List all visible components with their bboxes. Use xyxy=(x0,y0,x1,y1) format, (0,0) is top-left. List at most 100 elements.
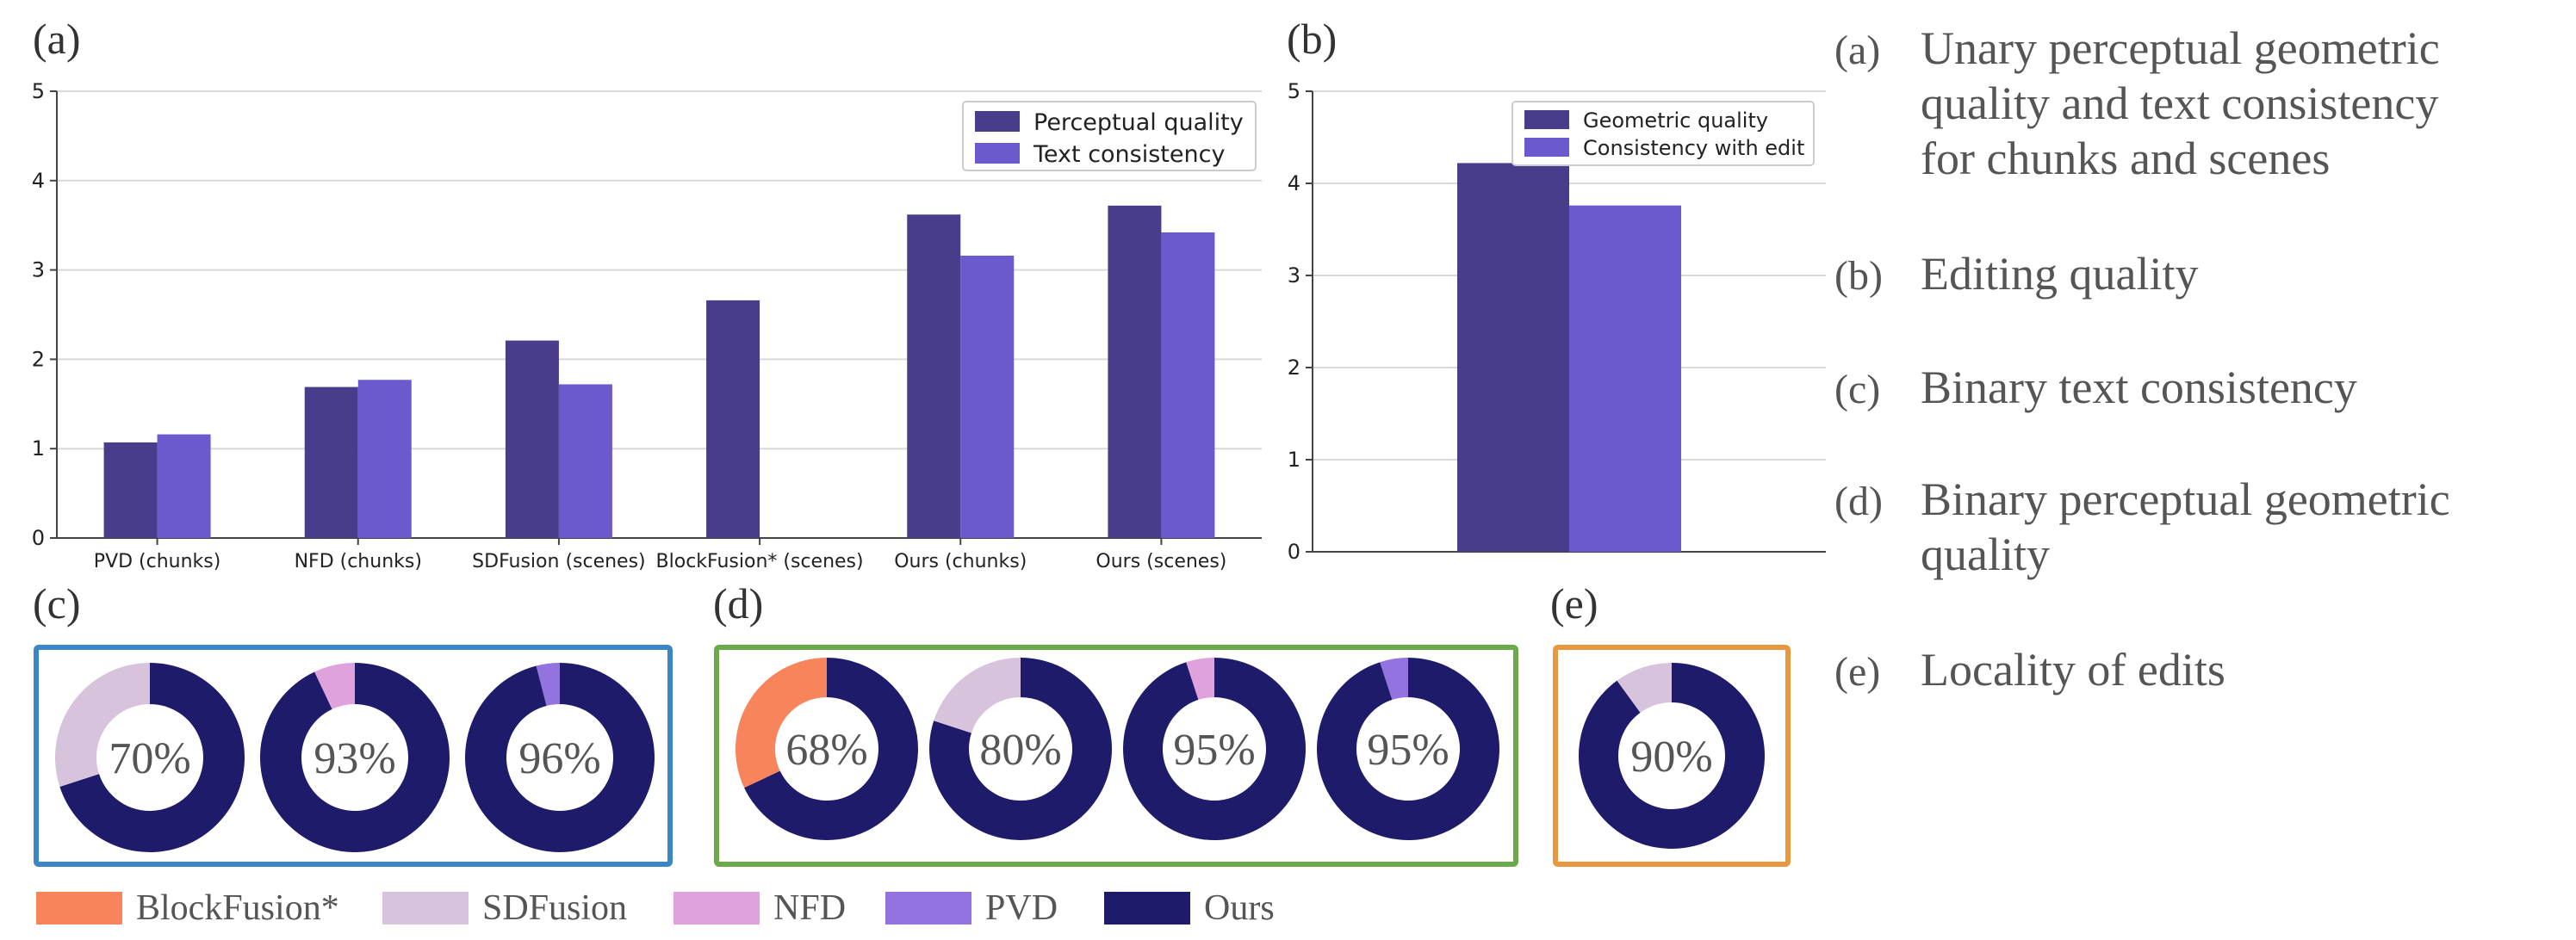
caption-text: quality xyxy=(1921,529,2050,580)
bar-text-consistency xyxy=(157,434,211,538)
caption-key: (c) xyxy=(1834,367,1880,412)
donut-slice-nfd xyxy=(314,663,355,709)
legend-label: Perceptual quality xyxy=(1034,109,1244,136)
y-tick-label: 0 xyxy=(1288,540,1300,564)
y-tick-label: 2 xyxy=(32,347,45,371)
panel-label-d: (d) xyxy=(713,579,763,628)
legend-label: BlockFusion* xyxy=(136,888,339,928)
legend-swatch-sdfusion xyxy=(382,892,469,925)
donut-slice-blockfusion- xyxy=(735,658,827,788)
donut-percent-label: 68% xyxy=(785,726,867,775)
bottom-legend: BlockFusion* SDFusion NFD PVD Ours xyxy=(36,888,1275,928)
caption-text: Locality of edits xyxy=(1921,644,2225,696)
panel-label-a: (a) xyxy=(33,15,81,63)
donut-panel-c: (c) 70% 93% 96% xyxy=(33,579,673,867)
legend-swatch xyxy=(1524,110,1569,129)
legend-swatch-ours xyxy=(1104,892,1190,925)
x-tick-label: SDFusion (scenes) xyxy=(472,551,645,572)
donut-slice-ours xyxy=(1317,658,1499,841)
bar-perceptual-quality xyxy=(304,387,358,538)
caption-text: Binary text consistency xyxy=(1921,362,2357,413)
y-tick-label: 4 xyxy=(1288,171,1300,195)
donut-slice-pvd xyxy=(536,663,560,706)
donut-percent-label: 96% xyxy=(518,734,600,783)
legend-label: NFD xyxy=(773,888,846,928)
legend-swatch-pvd xyxy=(885,892,971,925)
panel-frame-d xyxy=(714,645,1518,867)
y-tick-label: 3 xyxy=(1288,263,1300,288)
legend-label: Consistency with edit xyxy=(1583,136,1804,160)
legend-box xyxy=(1511,101,1815,166)
panel-label-e: (e) xyxy=(1550,579,1598,628)
donut-slice-sdfusion xyxy=(54,663,150,787)
panel-label-b: (b) xyxy=(1287,15,1337,63)
legend-label: PVD xyxy=(985,888,1058,928)
legend-label: Text consistency xyxy=(1033,141,1225,168)
y-tick-label: 0 xyxy=(32,526,45,550)
donut-slice-sdfusion xyxy=(1617,663,1672,713)
panel-frame-e xyxy=(1553,645,1791,867)
caption-text: Unary perceptual geometric xyxy=(1921,22,2440,74)
donut-slice-ours xyxy=(744,658,918,840)
y-tick-label: 5 xyxy=(1288,79,1300,103)
legend-box xyxy=(962,101,1257,171)
legend-label: Ours xyxy=(1204,888,1275,928)
legend-label: SDFusion xyxy=(482,888,627,928)
donut-slice-ours xyxy=(1123,658,1306,841)
donut-slice-ours xyxy=(465,663,655,853)
donut-slice-nfd xyxy=(1186,658,1214,700)
bar-perceptual-quality xyxy=(505,340,559,538)
donut-percent-label: 95% xyxy=(1367,726,1449,775)
donut-slice-ours xyxy=(259,663,450,852)
y-tick-label: 1 xyxy=(1288,448,1300,472)
donut-percent-label: 95% xyxy=(1173,726,1255,775)
donut-percent-label: 90% xyxy=(1630,733,1712,782)
donut-percent-label: 80% xyxy=(979,726,1061,775)
y-tick-label: 4 xyxy=(32,169,45,193)
bar-perceptual-quality xyxy=(706,300,760,538)
donut-percent-label: 70% xyxy=(109,734,190,783)
caption-text: for chunks and scenes xyxy=(1921,133,2330,184)
legend-swatch xyxy=(975,111,1020,132)
legend-label: Geometric quality xyxy=(1583,108,1768,133)
legend-swatch-nfd xyxy=(673,892,760,925)
panel-label-c: (c) xyxy=(33,579,81,628)
panel-frame-c xyxy=(34,645,673,867)
y-tick-label: 1 xyxy=(32,436,45,461)
bar-consistency-with-edit xyxy=(1569,205,1681,552)
bar-text-consistency xyxy=(960,255,1015,538)
legend-swatch xyxy=(1524,138,1569,157)
caption-key: (d) xyxy=(1834,479,1883,524)
caption-key: (a) xyxy=(1834,28,1880,73)
donut-percent-label: 93% xyxy=(313,734,395,783)
donut-panel-e: (e) 90% xyxy=(1550,579,1791,867)
y-tick-label: 3 xyxy=(32,258,45,282)
bar-text-consistency xyxy=(357,380,412,538)
legend-swatch-blockfusion- xyxy=(36,892,122,925)
bar-geometric-quality xyxy=(1457,163,1569,552)
bar-chart-b: (b) 0 1 2 3 4 5 Geometric quality Consistency wi… xyxy=(1287,15,1826,564)
bar-perceptual-quality xyxy=(1108,205,1162,538)
x-tick-label: BlockFusion* (scenes) xyxy=(656,551,864,572)
legend-swatch xyxy=(975,143,1020,164)
bar-text-consistency xyxy=(1161,232,1215,538)
x-tick-label: PVD (chunks) xyxy=(94,551,221,572)
bar-perceptual-quality xyxy=(907,214,961,538)
bar-chart-a: (a) 0 1 2 3 4 5 PVD (chunks) NFD (chunks) SDFusio… xyxy=(32,15,1262,572)
donut-slice-ours xyxy=(59,663,245,852)
donut-slice-ours xyxy=(929,658,1112,840)
y-tick-label: 5 xyxy=(32,79,45,103)
caption-text: Binary perceptual geometric xyxy=(1921,473,2450,525)
donut-slice-pvd xyxy=(1380,658,1408,700)
donut-slice-ours xyxy=(1579,663,1765,849)
bar-perceptual-quality xyxy=(103,442,158,538)
x-tick-label: Ours (scenes) xyxy=(1096,551,1226,572)
caption-key: (e) xyxy=(1834,649,1880,695)
y-tick-label: 2 xyxy=(1288,356,1300,380)
caption-text: Editing quality xyxy=(1921,248,2198,300)
x-tick-label: NFD (chunks) xyxy=(295,551,422,572)
donut-slice-sdfusion xyxy=(934,658,1021,733)
donut-panel-d: (d) 68% 80% 95% 95% xyxy=(713,579,1518,867)
